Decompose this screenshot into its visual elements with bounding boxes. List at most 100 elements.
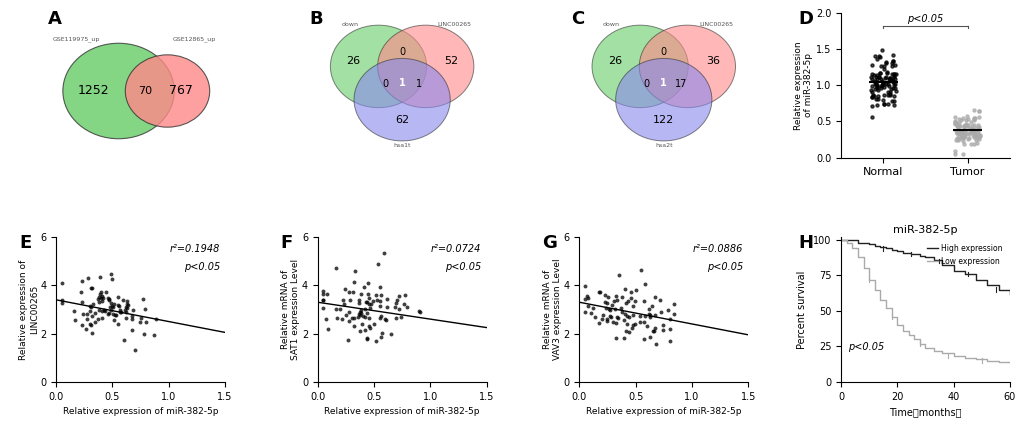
Point	[965, 128, 981, 135]
Point	[635, 318, 651, 325]
Point	[337, 311, 354, 318]
High expression	[980, 283, 993, 288]
Point	[881, 88, 898, 95]
Point	[882, 63, 899, 69]
Point	[958, 112, 974, 119]
Point	[966, 124, 982, 131]
Point	[947, 121, 963, 128]
Point	[878, 100, 895, 107]
Point	[366, 320, 382, 327]
Point	[881, 75, 898, 82]
Point	[117, 307, 133, 314]
Point	[879, 75, 896, 82]
Point	[353, 309, 369, 316]
Point	[135, 296, 151, 303]
Point	[101, 297, 117, 304]
Point	[637, 313, 653, 320]
Point	[871, 69, 888, 76]
Point	[624, 325, 640, 332]
Point	[357, 314, 373, 321]
Point	[947, 137, 963, 144]
High expression	[884, 248, 897, 253]
Point	[78, 316, 95, 323]
Point	[867, 78, 883, 85]
Point	[98, 288, 114, 295]
Point	[954, 135, 970, 142]
Point	[607, 292, 624, 299]
Point	[616, 328, 633, 335]
High expression	[927, 257, 940, 263]
Point	[881, 92, 898, 99]
Point	[340, 308, 357, 315]
Point	[665, 310, 682, 317]
Point	[329, 314, 345, 321]
Low expression	[891, 323, 903, 328]
Low expression	[896, 328, 908, 333]
Point	[107, 312, 123, 319]
Point	[878, 69, 895, 76]
Point	[367, 337, 383, 344]
Point	[379, 296, 395, 302]
High expression	[918, 254, 930, 260]
Text: 62: 62	[394, 115, 409, 125]
Point	[119, 298, 136, 305]
Point	[873, 78, 890, 85]
Point	[962, 126, 978, 133]
Point	[661, 338, 678, 344]
Point	[968, 140, 984, 147]
Title: miR-382-5p: miR-382-5p	[893, 225, 957, 235]
Point	[961, 124, 977, 131]
Point	[377, 316, 393, 323]
Point	[361, 294, 377, 301]
Point	[344, 288, 361, 295]
Point	[371, 302, 387, 309]
Point	[82, 320, 98, 327]
Point	[654, 322, 671, 329]
Point	[969, 126, 985, 133]
Point	[105, 304, 121, 311]
Point	[963, 122, 979, 129]
Low expression	[862, 277, 874, 282]
Point	[358, 299, 374, 306]
Point	[635, 297, 651, 304]
Point	[865, 72, 881, 79]
Point	[969, 128, 985, 135]
Point	[335, 301, 352, 308]
Low expression	[879, 305, 892, 311]
Point	[951, 115, 967, 122]
Point	[882, 77, 899, 84]
Point	[886, 101, 902, 108]
Point	[623, 289, 639, 296]
Point	[964, 121, 980, 128]
Point	[638, 323, 654, 330]
High expression	[958, 272, 970, 277]
Text: C: C	[571, 10, 584, 28]
Point	[577, 295, 593, 302]
Point	[952, 127, 968, 134]
Point	[602, 314, 619, 320]
Low expression	[868, 287, 880, 292]
Point	[960, 134, 976, 141]
Point	[595, 312, 611, 319]
Point	[620, 297, 636, 304]
Point	[608, 314, 625, 321]
Text: 0: 0	[643, 79, 649, 90]
Point	[72, 289, 89, 296]
Point	[883, 97, 900, 104]
Point	[871, 54, 888, 60]
Point	[372, 283, 388, 290]
Point	[969, 131, 985, 138]
Point	[863, 88, 879, 95]
Point	[879, 81, 896, 88]
Point	[360, 290, 376, 297]
Point	[320, 325, 336, 332]
Point	[351, 296, 367, 303]
Point	[863, 94, 879, 100]
Point	[616, 286, 633, 293]
Point	[97, 307, 113, 314]
Point	[91, 306, 107, 313]
Point	[93, 289, 109, 296]
Point	[318, 290, 334, 297]
Point	[609, 315, 626, 322]
Point	[112, 308, 128, 315]
